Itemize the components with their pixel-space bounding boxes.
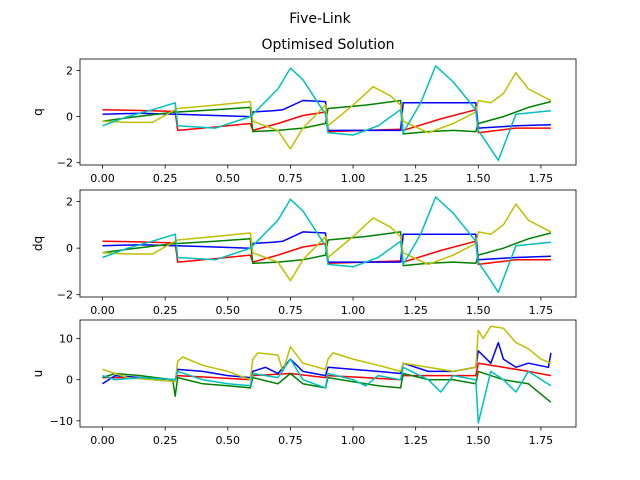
- y-axis-label: q: [31, 108, 45, 116]
- x-tick-label: 0.25: [153, 434, 178, 447]
- x-tick-label: 0.00: [90, 304, 115, 317]
- series-line-q-1: [102, 99, 551, 132]
- x-tick-label: 1.00: [341, 172, 366, 185]
- x-tick-label: 0.75: [278, 304, 303, 317]
- y-axis-label: dq: [31, 236, 45, 251]
- y-tick-label: 10: [59, 333, 73, 346]
- y-tick-label: 0: [66, 374, 73, 387]
- x-tick-label: 1.75: [529, 304, 554, 317]
- x-tick-label: 0.75: [278, 172, 303, 185]
- x-tick-label: 1.75: [529, 172, 554, 185]
- x-tick-label: 0.75: [278, 434, 303, 447]
- y-tick-label: 0: [66, 111, 73, 124]
- y-tick-label: 2: [66, 196, 73, 209]
- series-line-q-4: [102, 65, 551, 162]
- series-line-u-4: [102, 358, 552, 424]
- y-tick-label: −2: [57, 157, 73, 170]
- x-tick-label: 0.00: [90, 172, 115, 185]
- series-group: [102, 325, 552, 424]
- y-axis-label: u: [31, 370, 45, 378]
- subplot-u: 0.00 0.25 0.50 0.75 1.00 1.25 1.50 1.75 −10 0 10 u: [31, 319, 577, 447]
- series-line-q-3: [102, 72, 552, 150]
- series-line-u-1: [102, 341, 552, 385]
- x-tick-label: 0.00: [90, 434, 115, 447]
- series-line-dq-3: [102, 203, 552, 282]
- x-tick-label: 1.75: [529, 434, 554, 447]
- x-tick-label: 1.50: [466, 172, 491, 185]
- x-tick-label: 0.50: [216, 434, 241, 447]
- series-group: [102, 65, 552, 162]
- x-tick-label: 1.00: [341, 304, 366, 317]
- x-tick-label: 0.50: [216, 304, 241, 317]
- series-line-dq-4: [102, 196, 551, 294]
- series-line-u-3: [102, 325, 552, 383]
- subplot-dq: 0.00 0.25 0.50 0.75 1.00 1.25 1.50 1.75 −2 0 2 dq: [31, 189, 577, 317]
- subplot-q: 0.00 0.25 0.50 0.75 1.00 1.25 1.50 1.75 −2 0 2 q: [31, 58, 577, 185]
- y-tick-label: 0: [66, 242, 73, 255]
- x-tick-label: 0.50: [216, 172, 241, 185]
- axes-frame: [79, 58, 577, 166]
- x-tick-label: 1.00: [341, 434, 366, 447]
- series-line-dq-1: [102, 231, 551, 263]
- x-tick-label: 1.50: [466, 434, 491, 447]
- y-tick-label: −10: [50, 415, 73, 428]
- axes-frame: [79, 189, 577, 298]
- x-tick-label: 1.25: [403, 304, 428, 317]
- x-tick-label: 0.25: [153, 304, 178, 317]
- x-tick-label: 1.25: [403, 434, 428, 447]
- x-tick-label: 1.25: [403, 172, 428, 185]
- subplots: 0.00 0.25 0.50 0.75 1.00 1.25 1.50 1.75−202q0.0…: [31, 58, 577, 447]
- x-tick-label: 0.25: [153, 172, 178, 185]
- figure-suptitle: Five-Link: [289, 11, 351, 27]
- series-line-u-2: [102, 370, 552, 403]
- x-tick-label: 1.50: [466, 304, 491, 317]
- chart-title: Optimised Solution: [261, 37, 394, 53]
- axes-frame: [79, 319, 577, 428]
- series-group: [102, 196, 552, 294]
- y-tick-label: −2: [57, 289, 73, 302]
- y-tick-label: 2: [66, 65, 73, 78]
